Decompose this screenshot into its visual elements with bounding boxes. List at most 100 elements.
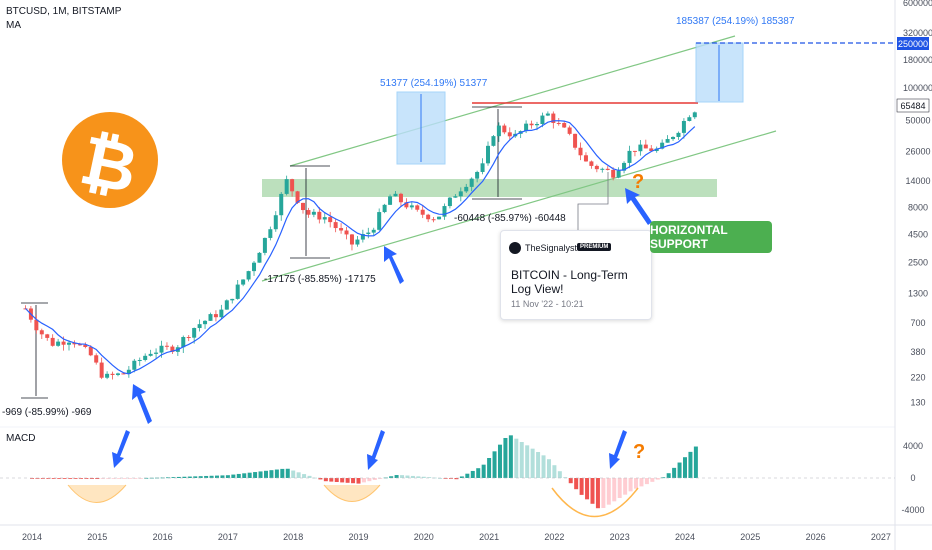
channel-lower	[261, 130, 777, 282]
time-tick-label: 2026	[806, 532, 826, 542]
macd-bar	[106, 478, 111, 479]
candle-body	[219, 309, 224, 318]
candle-body	[154, 352, 159, 354]
candle-body	[349, 234, 354, 245]
candle-body	[110, 373, 115, 375]
drop-measure-2018	[290, 165, 330, 259]
candle-body	[507, 132, 512, 137]
candle-body	[431, 219, 436, 221]
candle-body	[616, 170, 621, 178]
support-label: HORIZONTAL SUPPORT	[650, 221, 772, 253]
macd-bar	[661, 477, 666, 479]
bitcoin-logo-icon: ₿	[62, 112, 158, 210]
candle-body	[475, 171, 480, 179]
question-mark-price: ?	[632, 171, 644, 193]
idea-date: 11 Nov '22 - 10:21	[511, 299, 584, 309]
candle-body	[262, 237, 267, 253]
price-tick-label: 4500	[908, 230, 928, 240]
macd-bar	[138, 478, 143, 479]
candle-body	[687, 117, 692, 121]
macd-bar	[30, 478, 34, 479]
candle-body	[181, 337, 186, 348]
macd-bar	[345, 478, 350, 483]
macd-bar	[176, 476, 181, 478]
price-tick-label: 50000	[905, 116, 930, 126]
macd-bar	[634, 478, 639, 489]
macd-bar	[590, 478, 595, 504]
candle-body	[578, 147, 583, 156]
macd-bar	[470, 470, 475, 478]
macd-bar	[253, 472, 258, 478]
macd-bar	[585, 478, 590, 500]
macd-bar	[351, 478, 356, 484]
macd-bar	[628, 478, 633, 492]
candle-body	[632, 150, 637, 152]
candle-body	[638, 144, 643, 152]
macd-bar	[579, 478, 584, 495]
macd-bar	[574, 478, 579, 490]
candle-body	[469, 178, 474, 187]
macd-bar	[318, 478, 323, 480]
candle-body	[192, 328, 197, 338]
macd-bar	[617, 478, 622, 498]
macd-bar	[623, 478, 628, 495]
candle-body	[246, 271, 251, 280]
candle-body	[148, 353, 153, 356]
time-tick-label: 2015	[87, 532, 107, 542]
candle-body	[56, 341, 61, 346]
idea-title[interactable]: BITCOIN - Long-Term Log View!	[511, 268, 628, 296]
macd-bar	[231, 474, 236, 478]
macd-bar	[100, 478, 105, 479]
candle-body	[273, 215, 278, 230]
candle-body	[355, 239, 360, 245]
macd-bar	[459, 476, 464, 478]
price-tick-label: 130	[910, 398, 925, 408]
candle-body	[491, 136, 496, 146]
macd-bar	[35, 478, 40, 479]
macd-bar	[487, 458, 492, 478]
macd-bar	[57, 478, 62, 479]
macd-bar	[563, 477, 568, 478]
macd-bar	[378, 478, 383, 479]
candle-body	[284, 179, 289, 194]
support-zone	[262, 179, 717, 197]
candle-body	[453, 196, 458, 198]
author-logo-icon	[509, 242, 521, 254]
macd-bar	[51, 478, 56, 479]
price-tick-label: 14000	[905, 176, 930, 186]
price-tick-label: 600000	[903, 0, 932, 8]
macd-bar	[606, 478, 611, 505]
candle-body	[67, 342, 72, 345]
price-tick-label: 2500	[908, 258, 928, 268]
candle-body	[344, 230, 349, 235]
candle-body	[115, 373, 120, 375]
candle-body	[34, 319, 39, 331]
candle-body	[61, 341, 66, 345]
macd-arc-2019	[323, 484, 381, 502]
candle-body	[529, 123, 534, 126]
candle-body	[186, 337, 191, 339]
time-tick-label: 2017	[218, 532, 238, 542]
candle-body	[235, 284, 240, 299]
candle-body	[360, 233, 365, 240]
candle-body	[540, 115, 545, 125]
time-tick-label: 2020	[414, 532, 434, 542]
price-tick-label: 1300	[908, 289, 928, 299]
macd-bar	[672, 467, 677, 478]
macd-bar	[302, 474, 307, 478]
candle-body	[311, 211, 316, 215]
candle-body	[317, 211, 322, 220]
candle-body	[72, 342, 77, 345]
candle-body	[649, 148, 654, 152]
candle-body	[295, 191, 300, 203]
candle-body	[524, 123, 529, 132]
candle-body	[268, 229, 273, 238]
macd-bar	[530, 448, 535, 478]
macd-bar	[291, 470, 296, 478]
macd-bar	[78, 478, 83, 479]
macd-bar	[269, 470, 274, 478]
macd-bar	[280, 468, 285, 478]
idea-card[interactable]: TheSignalyst PREMIUM BITCOIN - Long-Term…	[500, 230, 652, 320]
